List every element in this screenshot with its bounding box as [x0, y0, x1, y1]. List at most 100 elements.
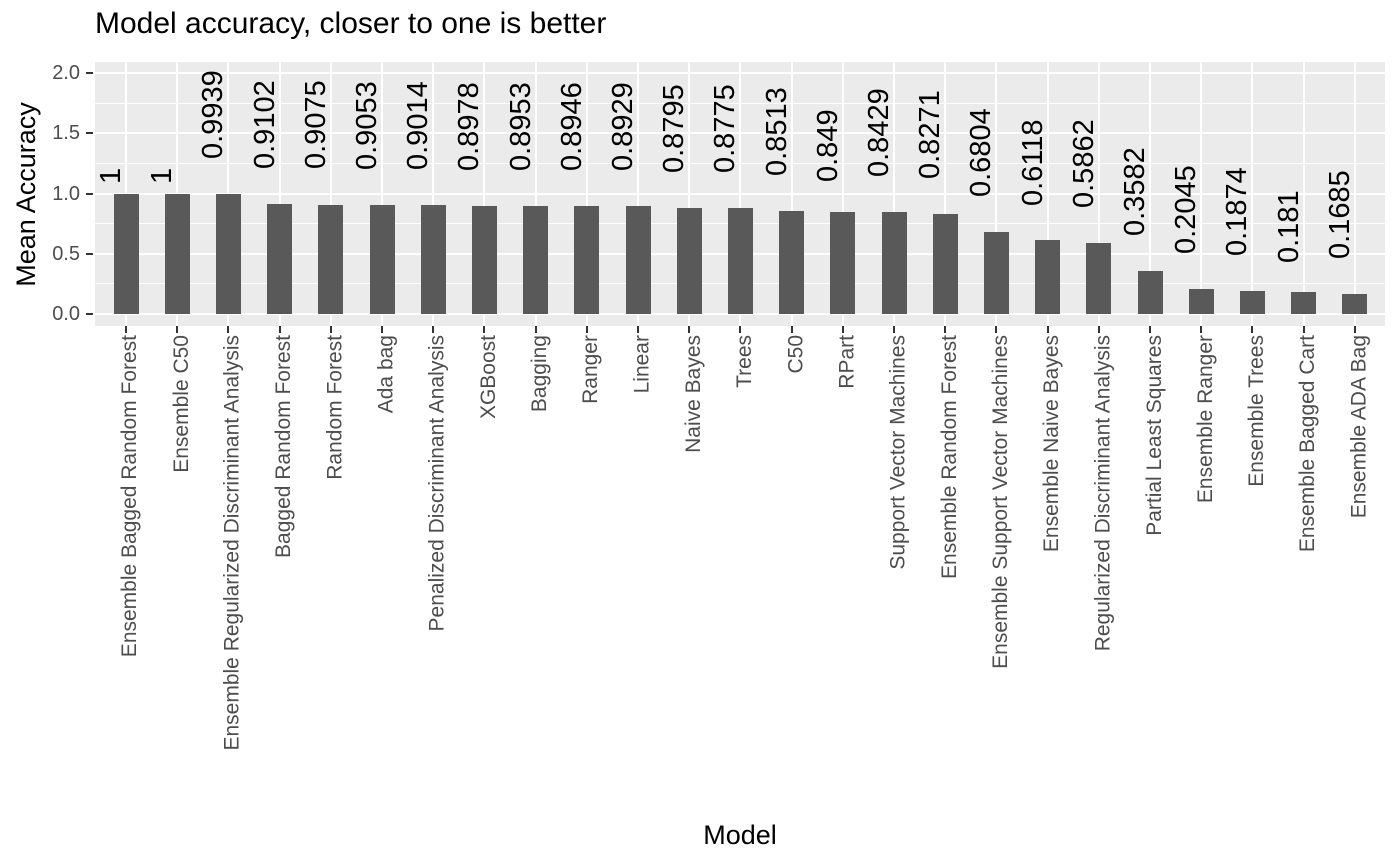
major-gridline-v — [278, 62, 281, 326]
bar-value-label: 0.8429 — [863, 88, 895, 178]
x-tick-label: Ensemble C50 — [169, 335, 193, 473]
major-gridline-v — [688, 62, 691, 326]
x-tick-label: Ensemble Support Vector Machines — [988, 335, 1012, 669]
bar-value-label: 0.1874 — [1221, 167, 1254, 257]
x-tick-mark — [893, 326, 895, 333]
x-tick-label: Ensemble Naive Bayes — [1040, 335, 1064, 553]
y-tick-mark — [86, 132, 93, 135]
x-tick-label: Bagging — [528, 335, 552, 413]
bar-value-label: 0.8946 — [555, 82, 588, 172]
x-tick-mark — [688, 326, 691, 333]
x-tick-mark — [125, 326, 127, 333]
bar — [215, 194, 241, 314]
x-tick-mark — [585, 326, 588, 333]
bar — [1035, 240, 1061, 314]
y-tick-mark — [86, 72, 93, 74]
bar — [727, 208, 753, 314]
major-gridline-v — [1149, 62, 1151, 326]
bar — [983, 232, 1009, 314]
bar — [881, 212, 907, 314]
bar — [1342, 293, 1368, 314]
x-tick-label: RPart — [835, 335, 859, 389]
y-tick-mark — [86, 252, 93, 255]
bar-value-label: 1 — [146, 167, 179, 184]
x-tick-label: Ensemble Regularized Discriminant Analys… — [220, 335, 244, 751]
x-tick-label: C50 — [784, 335, 808, 374]
bar-value-label: 0.8795 — [658, 84, 691, 173]
x-tick-label: Penalized Discriminant Analysis — [425, 335, 449, 632]
major-gridline-v — [995, 62, 998, 326]
major-gridline-v — [1097, 62, 1100, 326]
chart-title: Model accuracy, closer to one is better — [95, 7, 607, 40]
x-tick-mark — [176, 326, 179, 333]
bar — [830, 211, 856, 314]
bar-value-label: 0.5862 — [1067, 119, 1100, 209]
x-tick-label: Ensemble ADA Bag — [1347, 335, 1371, 519]
bar — [1137, 270, 1163, 314]
major-gridline-v — [1302, 62, 1305, 326]
y-tick-label: 1.0 — [52, 182, 80, 205]
y-tick-label: 0.0 — [52, 303, 80, 325]
x-tick-mark — [432, 326, 435, 333]
bar-value-label: 0.181 — [1272, 190, 1305, 263]
x-tick-label: Regularized Discriminant Analysis — [1091, 335, 1115, 652]
x-tick-mark — [278, 326, 281, 333]
y-tick-mark — [86, 313, 93, 315]
bar-value-label: 0.9014 — [402, 81, 435, 171]
x-tick-mark — [1200, 326, 1203, 333]
bar — [676, 208, 702, 314]
bar — [1086, 243, 1112, 314]
bar-value-label: 0.3582 — [1119, 146, 1151, 236]
bar — [471, 205, 497, 314]
bar-value-label: 0.8978 — [453, 81, 486, 171]
x-tick-mark — [841, 326, 844, 333]
bar-value-label: 0.8775 — [709, 84, 742, 174]
major-gridline-v — [637, 62, 639, 326]
major-gridline-v — [893, 62, 895, 326]
plot-panel — [95, 62, 1385, 326]
bar — [932, 214, 958, 314]
major-gridline-v — [585, 62, 588, 326]
x-tick-mark — [227, 326, 230, 333]
x-tick-label: Ada bag — [374, 335, 398, 414]
bar — [369, 204, 395, 314]
bar — [523, 206, 549, 314]
x-tick-mark — [1302, 326, 1305, 333]
bar — [1239, 291, 1265, 314]
major-gridline-v — [739, 62, 742, 326]
bar-value-label: 1 — [95, 167, 127, 184]
bar-value-label: 0.8271 — [914, 90, 947, 180]
x-tick-mark — [995, 326, 998, 333]
bar — [574, 206, 600, 314]
x-tick-label: Linear — [630, 335, 654, 394]
major-gridline-v — [483, 62, 486, 326]
major-gridline-v — [534, 62, 537, 326]
bar-value-label: 0.1685 — [1323, 169, 1356, 259]
major-gridline-v — [841, 62, 844, 326]
x-tick-label: Ensemble Trees — [1244, 335, 1268, 487]
x-tick-label: Trees — [732, 335, 756, 388]
major-gridline-v — [944, 62, 947, 326]
bar — [113, 193, 139, 314]
x-tick-label: Ensemble Bagged Cart — [1296, 335, 1320, 553]
bar — [625, 206, 651, 314]
x-tick-mark — [381, 326, 383, 333]
bar-value-label: 0.8513 — [760, 87, 793, 177]
bar-value-label: 0.8953 — [504, 82, 537, 171]
x-tick-label: Ensemble Bagged Random Forest — [118, 335, 142, 658]
y-tick-mark — [86, 192, 93, 195]
major-gridline-v — [1353, 62, 1356, 326]
x-tick-mark — [739, 326, 742, 333]
bar-value-label: 0.2045 — [1170, 165, 1203, 255]
major-gridline-v — [1200, 62, 1203, 326]
bar-value-label: 0.8929 — [607, 82, 639, 172]
x-tick-mark — [790, 326, 793, 333]
x-tick-mark — [1251, 326, 1254, 333]
bar-value-label: 0.849 — [811, 109, 844, 183]
bar — [779, 211, 805, 314]
bar-value-label: 0.6118 — [1016, 119, 1049, 206]
major-gridline-v — [790, 62, 793, 326]
x-tick-label: Support Vector Machines — [886, 335, 910, 570]
x-tick-mark — [483, 326, 486, 333]
